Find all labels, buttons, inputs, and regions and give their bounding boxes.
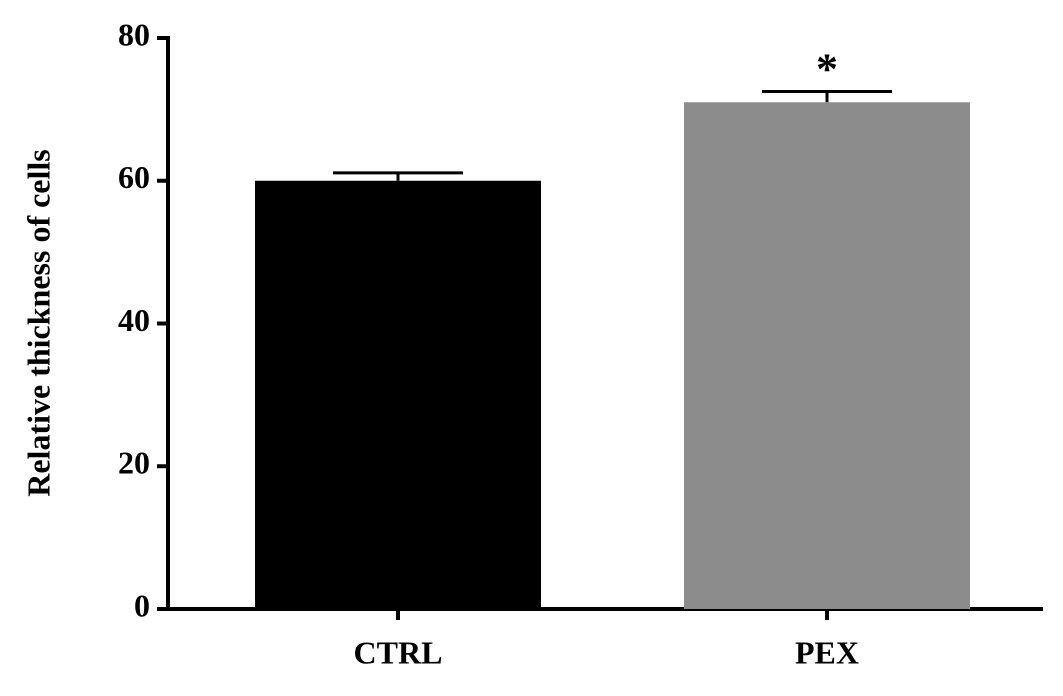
bar [684, 102, 970, 610]
y-tick-label: 0 [134, 587, 150, 623]
y-axis-label: Relative thickness of cells [20, 149, 56, 497]
y-tick-label: 40 [118, 302, 150, 338]
y-tick-label: 20 [118, 445, 150, 481]
x-tick-label: PEX [795, 634, 859, 670]
bar [255, 180, 541, 609]
significance-marker: * [816, 45, 838, 94]
y-tick-label: 80 [118, 16, 150, 52]
y-tick-label: 60 [118, 159, 150, 195]
x-tick-label: CTRL [354, 634, 443, 670]
